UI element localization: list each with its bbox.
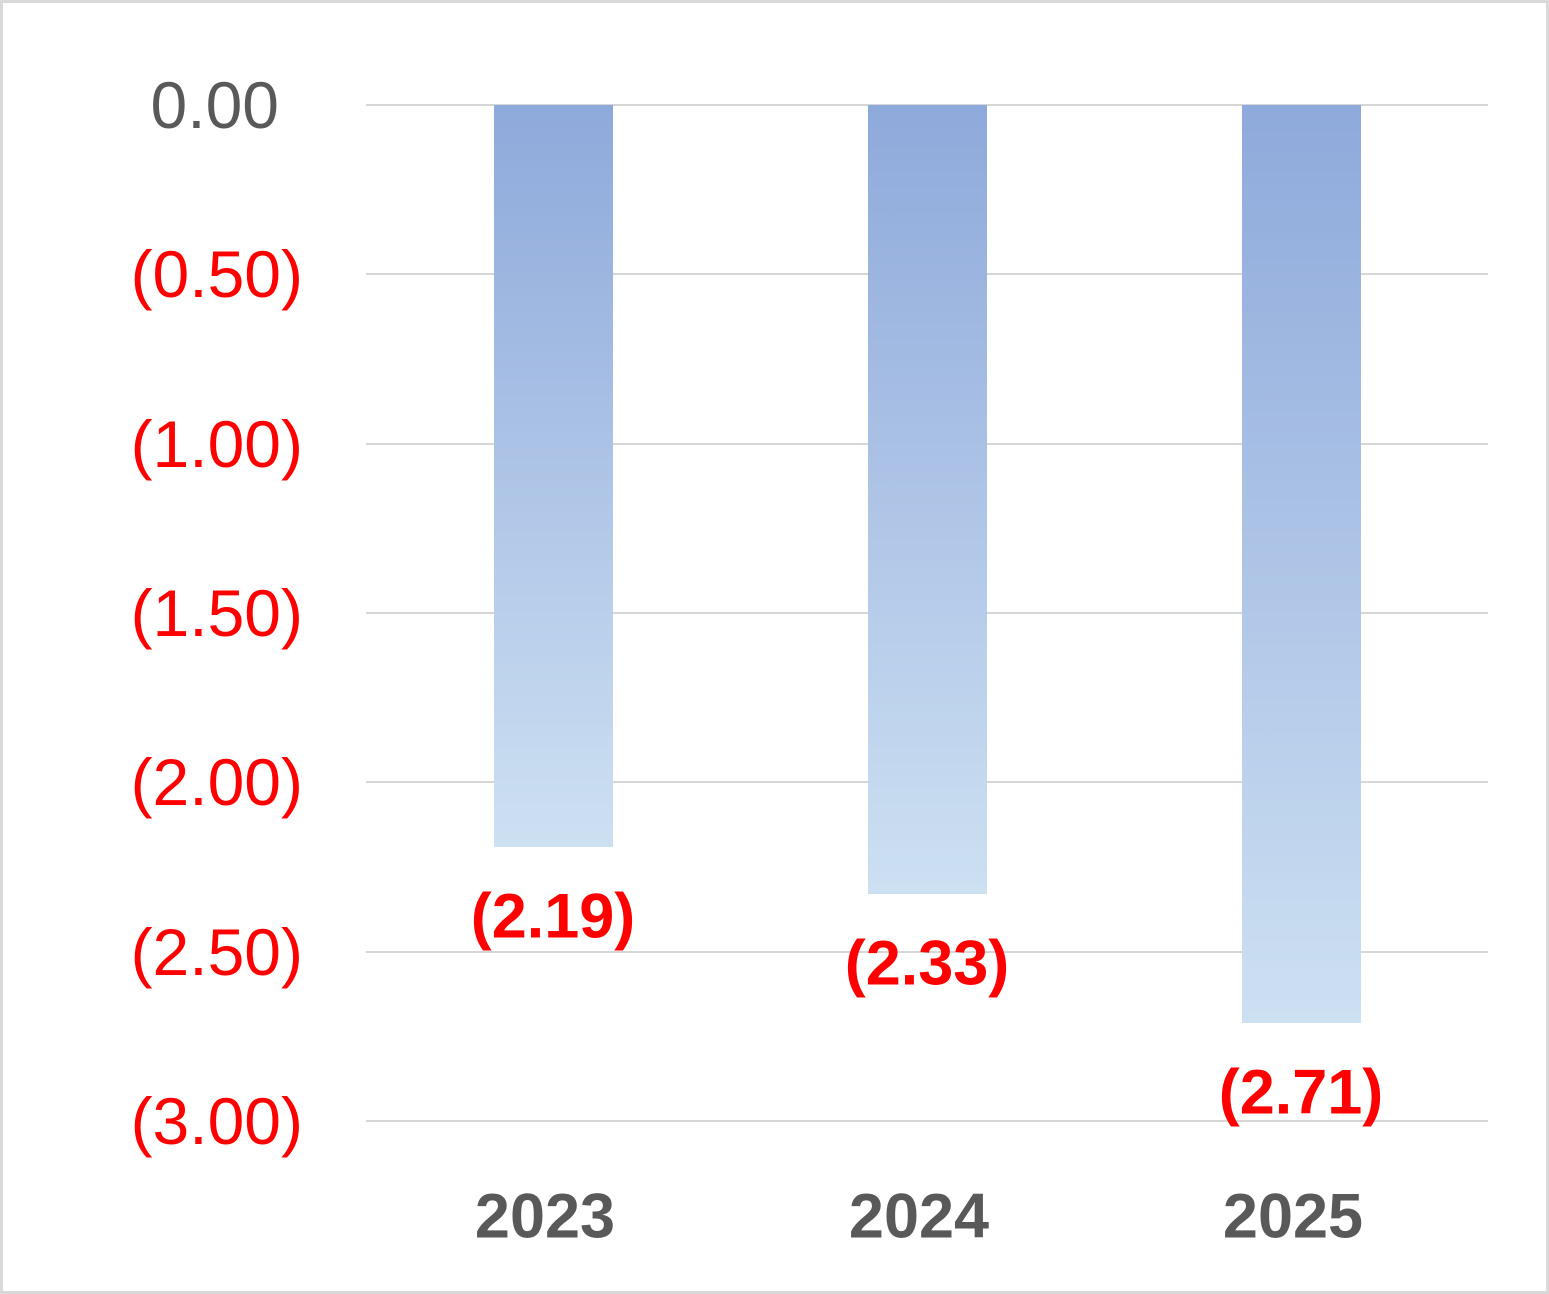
y-tick-label: (2.50) [130,914,303,989]
gridline [366,1120,1488,1122]
x-tick-label: 2023 [474,1181,616,1252]
y-tick-label: (2.00) [130,745,303,820]
bar-2024 [867,105,987,895]
x-tick-label: 2024 [848,1181,990,1252]
bar-2025 [1241,105,1361,1023]
y-tick-label: (0.50) [130,237,303,312]
y-tick-label: (3.00) [130,1084,303,1158]
data-label: (2.33) [844,928,1010,999]
data-label: (2.71) [1218,1057,1384,1128]
y-tick-label: (1.00) [130,406,303,481]
y-tick-label: 0.00 [150,68,279,142]
y-tick-label: (1.50) [130,576,303,650]
gridline [366,950,1488,953]
bar-2023 [493,105,613,847]
data-label: (2.19) [470,881,636,952]
x-tick-label: 2025 [1222,1181,1364,1252]
